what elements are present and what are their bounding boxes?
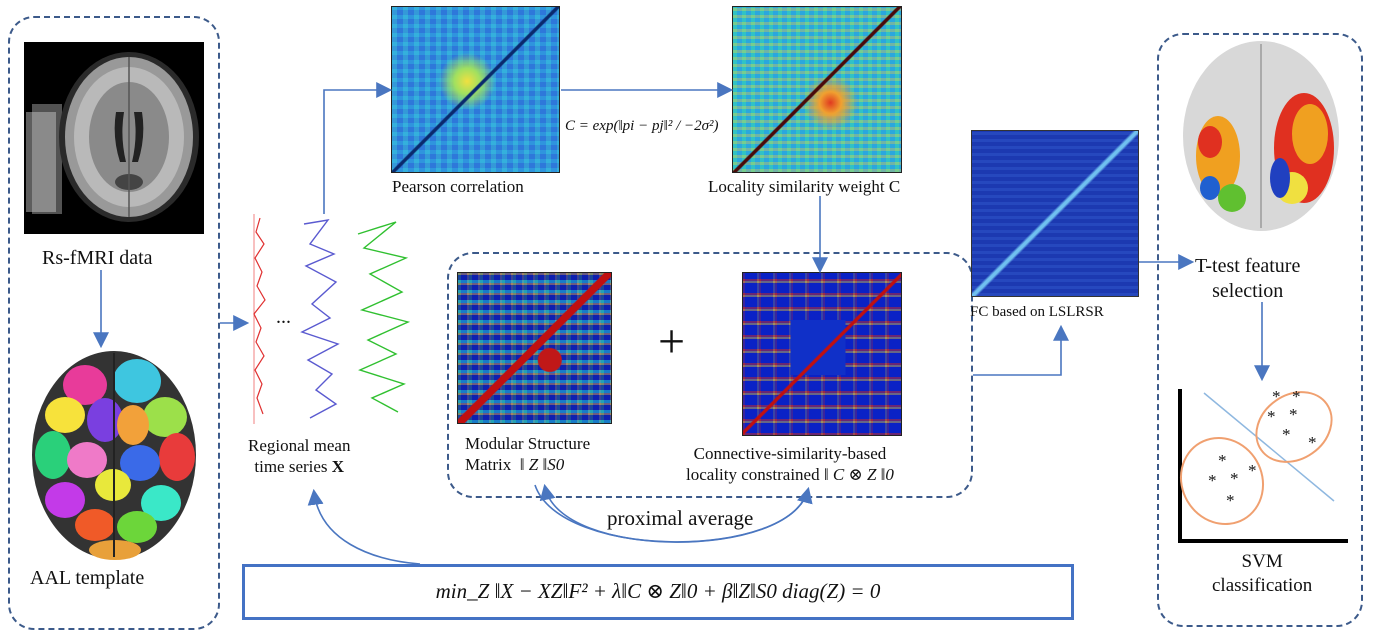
regional-variable: X bbox=[331, 457, 345, 477]
svm-line2: classification bbox=[1212, 574, 1313, 596]
svm-marker: * bbox=[1267, 407, 1276, 426]
svm-marker: * bbox=[1289, 405, 1298, 424]
svm-marker: * bbox=[1218, 451, 1227, 470]
aal-label: AAL template bbox=[30, 567, 145, 589]
pearson-label: Pearson correlation bbox=[392, 177, 524, 196]
svm-marker: * bbox=[1248, 461, 1257, 480]
regional-line2-text: time series bbox=[254, 457, 328, 477]
svm-marker: * bbox=[1272, 387, 1281, 406]
plus-sign: + bbox=[658, 315, 686, 368]
regional-label: Regional mean time series X bbox=[248, 435, 350, 478]
similarity-formula-text: C = exp(‖pi − pj‖² / −2σ²) bbox=[565, 118, 719, 134]
svm-marker: * bbox=[1292, 387, 1301, 406]
pearson-matrix bbox=[391, 6, 560, 173]
svm-marker: * bbox=[1282, 425, 1291, 444]
regional-line2: time series X bbox=[248, 456, 350, 477]
ellipsis-text: ... bbox=[276, 306, 291, 328]
connective-line2: locality constrained bbox=[686, 465, 820, 485]
mri-slice-image bbox=[24, 42, 204, 234]
svm-marker: * bbox=[1226, 491, 1235, 510]
proximal-label: proximal average bbox=[607, 506, 754, 530]
fc-label: FC based on LSLRSR bbox=[970, 304, 1104, 320]
similarity-formula: C = exp(‖pi − pj‖² / −2σ²) bbox=[565, 100, 725, 160]
locality-label: Locality similarity weight C bbox=[708, 177, 901, 196]
svm-plot: * * * * * * * * * * * bbox=[1172, 375, 1352, 545]
modular-label: Modular Structure Matrix ‖ Z ‖S0 bbox=[465, 433, 590, 476]
svm-cluster-top bbox=[1255, 391, 1333, 463]
svm-cluster-bottom bbox=[1179, 436, 1265, 526]
connective-line1: Connective-similarity-based bbox=[693, 444, 887, 463]
svm-marker: * bbox=[1208, 471, 1217, 490]
svm-marker: * bbox=[1230, 469, 1239, 488]
svm-line1: SVM bbox=[1241, 551, 1283, 572]
svm-separator bbox=[1203, 392, 1335, 502]
connective-label: Connective-similarity-based locality con… bbox=[686, 443, 894, 486]
regional-line1: Regional mean bbox=[248, 436, 351, 455]
classification-panel bbox=[1157, 33, 1363, 627]
modular-line1: Modular Structure bbox=[465, 434, 591, 453]
objective-formula: min_Z ‖X − XZ‖F² + λ‖C ⊗ Z‖0 + β‖Z‖S0 di… bbox=[435, 579, 881, 603]
svm-label: SVM classification bbox=[1212, 550, 1312, 598]
svm-marker: * bbox=[1308, 433, 1317, 452]
objective-box bbox=[242, 564, 1074, 620]
connective-matrix bbox=[742, 272, 902, 436]
fc-matrix bbox=[971, 130, 1139, 297]
input-panel bbox=[8, 16, 220, 630]
modular-line2-row: Matrix ‖ Z ‖S0 bbox=[465, 454, 590, 475]
ttest-line1: T-test feature bbox=[1195, 255, 1301, 277]
locality-matrix bbox=[732, 6, 902, 173]
connective-norm: ‖ C ⊗ Z ‖0 bbox=[823, 465, 894, 485]
modular-norm: ‖ Z ‖S0 bbox=[519, 455, 565, 475]
modular-line2: Matrix bbox=[465, 455, 512, 475]
rsfmri-label: Rs-fMRI data bbox=[42, 247, 153, 269]
connective-line2-row: locality constrained ‖ C ⊗ Z ‖0 bbox=[686, 464, 894, 485]
ttest-line2: selection bbox=[1212, 280, 1284, 302]
aal-brain-image bbox=[25, 345, 203, 563]
time-series-plot bbox=[246, 214, 416, 424]
ttest-label: T-test feature selection bbox=[1195, 254, 1300, 304]
ttest-brain-image bbox=[1180, 38, 1342, 234]
modular-matrix bbox=[457, 272, 612, 424]
